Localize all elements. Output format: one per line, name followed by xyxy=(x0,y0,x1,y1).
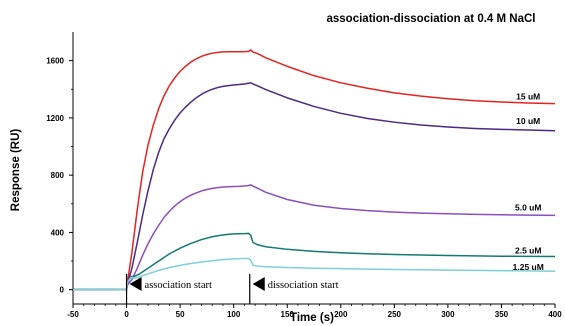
y-tick-label: 800 xyxy=(51,171,65,180)
y-tick-label: 1200 xyxy=(46,114,64,123)
event-marker-arrow xyxy=(129,277,142,291)
event-label: association start xyxy=(145,280,212,291)
series-label: 2.5 uM xyxy=(515,245,541,255)
x-tick-label: 50 xyxy=(176,310,185,319)
series-line xyxy=(72,82,556,291)
series-label: 10 uM xyxy=(516,116,540,126)
series-line xyxy=(72,184,556,291)
series-label: 1.25 uM xyxy=(513,262,544,272)
chart-title: association-dissociation at 0.4 M NaCl xyxy=(327,13,536,25)
x-tick-label: 150 xyxy=(281,310,295,319)
event-label: dissociation start xyxy=(268,280,339,291)
y-tick-label: 0 xyxy=(60,286,65,295)
y-tick-group: 0 400 800 1200 1600 xyxy=(46,57,73,295)
x-tick-group: -50 0 50 100 150 200 250 300 350 400 xyxy=(67,304,562,319)
x-tick-label: 350 xyxy=(495,310,509,319)
series-lines xyxy=(72,49,556,291)
event-markers: association start dissociation start xyxy=(125,274,339,304)
y-tick-label: 1600 xyxy=(46,57,64,66)
y-tick-label: 400 xyxy=(51,228,65,237)
x-tick-label: -50 xyxy=(67,310,79,319)
series-label: 15 uM xyxy=(516,91,540,101)
x-tick-label: 200 xyxy=(334,310,348,319)
y-axis-label: Response (RU) xyxy=(10,129,22,212)
x-axis-label: Time (s) xyxy=(290,312,334,324)
x-tick-label: 100 xyxy=(227,310,241,319)
x-tick-label: 0 xyxy=(124,310,129,319)
series-line xyxy=(72,49,556,291)
event-marker-arrow xyxy=(252,277,265,291)
x-tick-label: 250 xyxy=(388,310,402,319)
series-label: 5.0 uM xyxy=(515,202,541,212)
series-line xyxy=(72,232,556,291)
series-line xyxy=(72,257,556,291)
x-tick-label: 300 xyxy=(441,310,455,319)
plot-area: -50 0 50 100 150 200 250 300 350 400 0 400 800 1200 1… xyxy=(46,32,562,319)
series-labels: 15 uM 10 uM 5.0 uM 2.5 uM 1.25 uM xyxy=(513,91,544,271)
x-tick-label: 400 xyxy=(548,310,562,319)
